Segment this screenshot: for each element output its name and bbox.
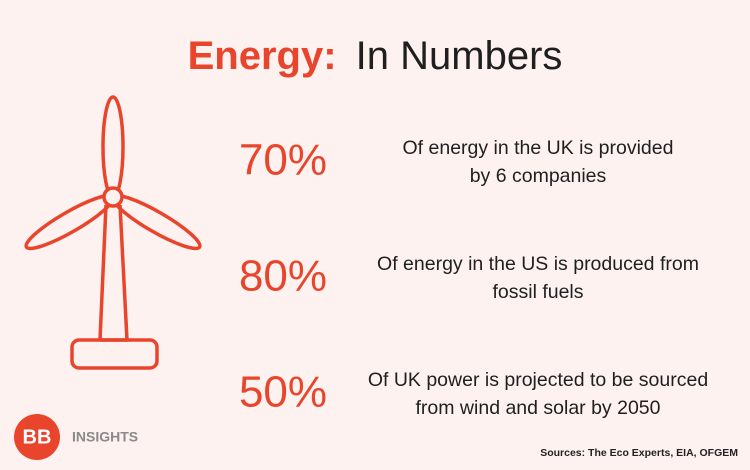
stats: 70% Of energy in the UK is provided by 6 c… [239,136,708,420]
logo-badge [14,414,60,460]
sources: Sources: The Eco Experts, EIA, OFGEM [540,447,738,459]
stat-description: Of energy in the UK is provided [403,137,674,159]
stat-description: by 6 companies [470,165,607,187]
logo-text: INSIGHTS [72,429,138,445]
stat-description: from wind and solar by 2050 [416,397,661,419]
logo-mark: BB [23,426,52,448]
stat-figure: 80% [239,252,327,301]
title-rest: In Numbers [356,34,563,78]
stat-description: Of UK power is projected to be sourced [368,369,708,391]
hub [102,186,124,208]
base [70,338,159,370]
title-highlight: Energy: [188,34,337,78]
title: Energy: In Numbers [188,34,563,78]
stat-description: Of energy in the US is produced from [377,253,699,275]
wind-turbine-icon [24,95,202,370]
stat-figure: 50% [239,368,327,417]
stat-description: fossil fuels [492,281,583,303]
stat-figure: 70% [239,136,327,185]
